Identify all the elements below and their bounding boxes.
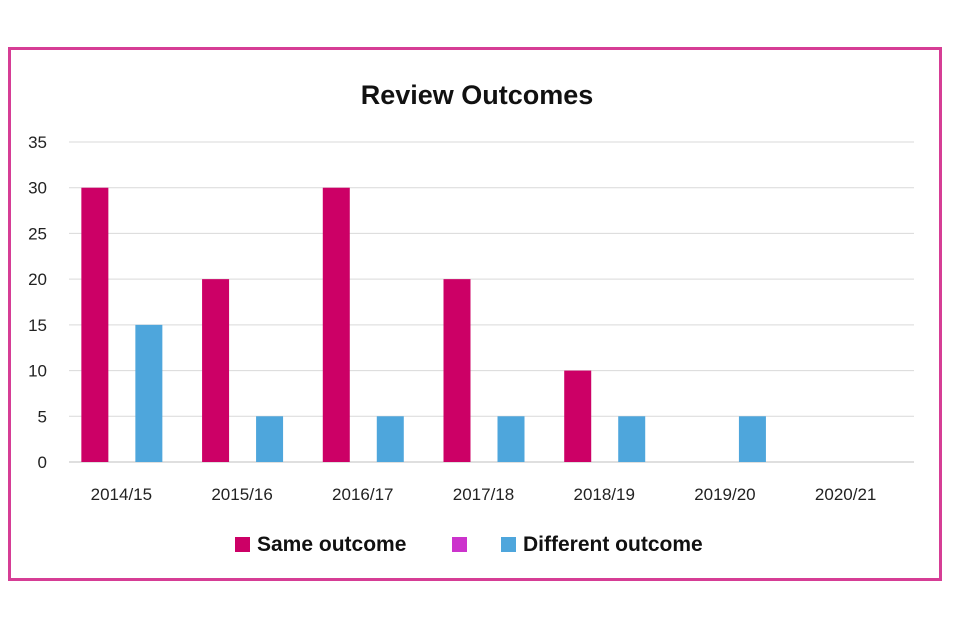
x-tick-label: 2016/17 xyxy=(332,485,393,504)
bar xyxy=(376,416,404,462)
y-tick-label: 25 xyxy=(28,224,47,243)
legend-label: Different outcome xyxy=(523,533,703,556)
x-tick-label: 2018/19 xyxy=(573,485,634,504)
x-tick-label: 2015/16 xyxy=(211,485,272,504)
bar xyxy=(738,416,766,462)
bar xyxy=(497,416,525,462)
x-tick-label: 2014/15 xyxy=(91,485,152,504)
y-tick-label: 10 xyxy=(28,362,47,381)
legend-swatch xyxy=(452,537,467,552)
x-tick-label: 2017/18 xyxy=(453,485,514,504)
legend-swatch xyxy=(235,537,250,552)
bar xyxy=(322,187,350,462)
gridlines xyxy=(69,141,914,463)
x-tick-label: 2019/20 xyxy=(694,485,755,504)
y-tick-label: 5 xyxy=(38,407,47,426)
bar xyxy=(202,279,230,462)
bar xyxy=(81,187,109,462)
y-tick-label: 30 xyxy=(28,179,47,198)
y-tick-label: 15 xyxy=(28,316,47,335)
x-tick-label: 2020/21 xyxy=(815,485,876,504)
y-tick-label: 0 xyxy=(38,453,47,472)
bars xyxy=(81,187,766,462)
bar xyxy=(564,370,592,462)
chart-title: Review Outcomes xyxy=(361,80,594,110)
y-tick-label: 35 xyxy=(28,133,47,152)
legend-label: Same outcome xyxy=(257,533,406,556)
x-axis-ticks: 2014/15 2015/16 2016/17 2017/18 2018/19 2019/… xyxy=(91,485,877,504)
y-tick-label: 20 xyxy=(28,270,47,289)
bar xyxy=(618,416,646,462)
y-axis-ticks: 0 5 10 15 20 25 30 35 xyxy=(28,133,47,472)
bar xyxy=(135,324,163,462)
bar xyxy=(256,416,284,462)
legend: Same outcome Different outcome xyxy=(235,533,703,556)
bar xyxy=(443,279,471,462)
chart-frame: Review Outcomes 0 5 10 15 20 25 30 35 2014/15 20… xyxy=(8,47,942,581)
legend-swatch xyxy=(501,537,516,552)
